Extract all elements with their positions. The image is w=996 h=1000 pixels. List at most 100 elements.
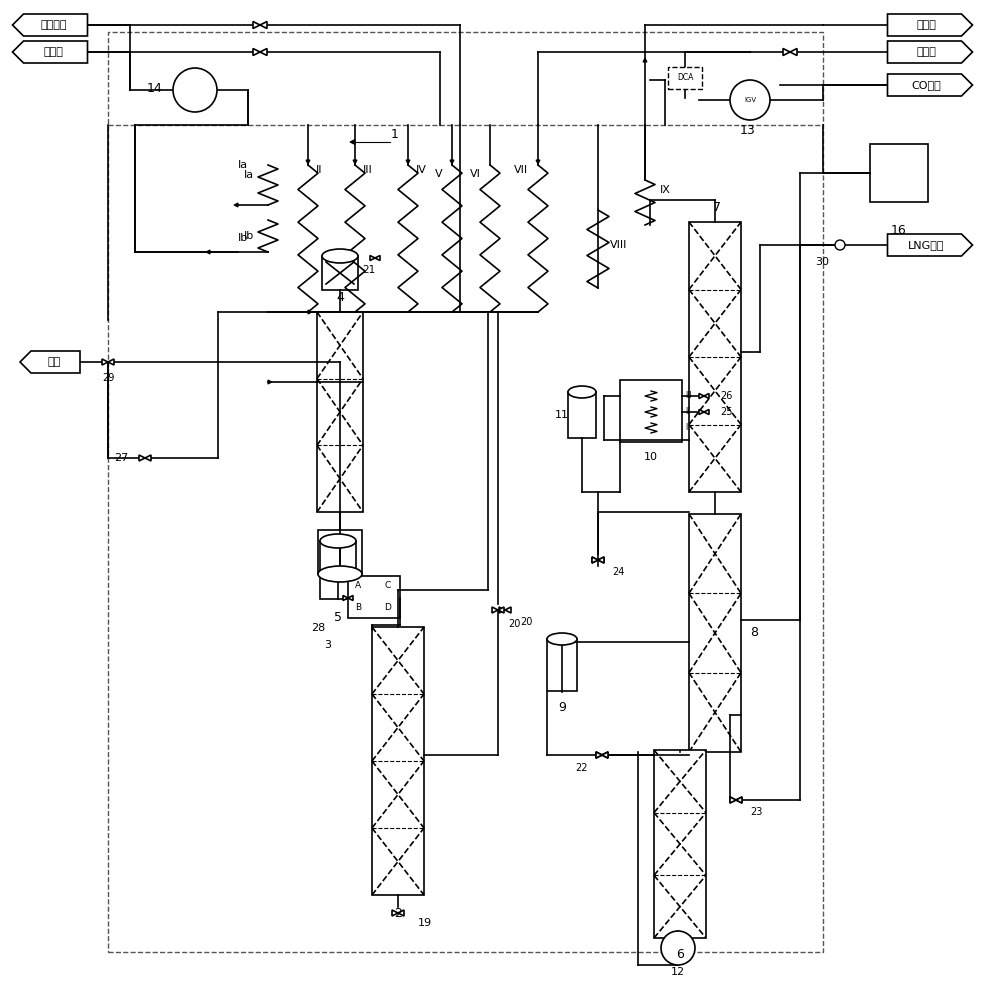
Text: C: C — [384, 582, 391, 590]
Bar — [318, 530, 362, 574]
Text: B: B — [355, 603, 362, 612]
Text: 氢气产品: 氢气产品 — [41, 20, 67, 30]
Polygon shape — [505, 607, 511, 613]
Circle shape — [835, 240, 845, 250]
Text: 30: 30 — [815, 257, 829, 267]
Polygon shape — [699, 410, 704, 414]
Text: II: II — [685, 408, 689, 416]
Polygon shape — [253, 21, 260, 28]
Polygon shape — [499, 607, 505, 613]
Polygon shape — [268, 380, 272, 384]
Text: 25: 25 — [720, 407, 732, 417]
Bar — [654, 750, 706, 938]
Text: IGV: IGV — [744, 97, 756, 103]
Text: V: V — [435, 169, 443, 179]
Polygon shape — [736, 797, 742, 803]
Text: Ib: Ib — [238, 233, 248, 243]
Bar — [317, 312, 363, 512]
Polygon shape — [887, 14, 972, 36]
Text: 22: 22 — [576, 763, 588, 773]
Polygon shape — [704, 393, 709, 398]
Polygon shape — [20, 351, 80, 373]
Ellipse shape — [568, 386, 596, 398]
Text: 21: 21 — [362, 265, 375, 275]
Polygon shape — [398, 910, 404, 916]
Text: 5: 5 — [334, 611, 342, 624]
Polygon shape — [234, 203, 238, 207]
Text: 12: 12 — [671, 967, 685, 977]
Text: 9: 9 — [558, 701, 566, 714]
Text: 闪蒸气: 闪蒸气 — [44, 47, 64, 57]
Polygon shape — [308, 310, 312, 314]
Ellipse shape — [547, 633, 577, 645]
Text: IX: IX — [660, 185, 671, 195]
Polygon shape — [139, 455, 145, 461]
Polygon shape — [253, 48, 260, 55]
Polygon shape — [790, 48, 797, 55]
Text: 20: 20 — [508, 619, 520, 629]
Bar — [108, 32, 823, 952]
Bar — [668, 67, 702, 89]
Ellipse shape — [318, 566, 362, 582]
Text: LNG产品: LNG产品 — [908, 240, 944, 250]
Polygon shape — [887, 234, 972, 256]
Polygon shape — [108, 359, 114, 365]
Text: 6: 6 — [676, 948, 684, 961]
Text: 23: 23 — [750, 807, 762, 817]
Text: 27: 27 — [114, 453, 128, 463]
Text: II: II — [316, 165, 323, 175]
Bar — [689, 222, 741, 492]
Polygon shape — [602, 752, 608, 758]
Polygon shape — [730, 797, 736, 803]
Bar — [348, 576, 400, 618]
Text: 10: 10 — [644, 452, 658, 462]
Polygon shape — [596, 752, 602, 758]
Text: 2: 2 — [394, 907, 402, 920]
Polygon shape — [602, 752, 608, 758]
Polygon shape — [13, 41, 88, 63]
Text: IV: IV — [416, 165, 427, 175]
Polygon shape — [343, 595, 348, 600]
Polygon shape — [602, 752, 608, 758]
Polygon shape — [206, 250, 210, 254]
Bar — [620, 380, 682, 442]
Polygon shape — [492, 607, 498, 613]
Text: 29: 29 — [102, 373, 115, 383]
Text: VIII: VIII — [610, 240, 627, 250]
Polygon shape — [643, 58, 647, 62]
Polygon shape — [783, 48, 790, 55]
Text: 13: 13 — [740, 123, 756, 136]
Text: 16: 16 — [891, 224, 907, 236]
Polygon shape — [450, 160, 454, 164]
Polygon shape — [592, 557, 598, 563]
Ellipse shape — [322, 249, 358, 263]
Text: Ib: Ib — [244, 231, 254, 241]
Text: DCA: DCA — [677, 74, 693, 83]
Bar — [568, 392, 596, 438]
Text: 8: 8 — [750, 626, 758, 640]
Polygon shape — [736, 797, 742, 803]
Circle shape — [173, 68, 217, 112]
Polygon shape — [406, 160, 410, 164]
Text: 28: 28 — [311, 623, 325, 633]
Text: VII: VII — [514, 165, 528, 175]
Polygon shape — [598, 557, 604, 563]
Text: D: D — [384, 603, 391, 612]
Polygon shape — [13, 14, 88, 36]
Polygon shape — [887, 41, 972, 63]
Text: III: III — [363, 165, 373, 175]
Text: 净化气: 净化气 — [916, 20, 936, 30]
Text: III: III — [685, 391, 692, 400]
Polygon shape — [498, 607, 504, 613]
Text: 11: 11 — [555, 410, 569, 420]
Text: CO产品: CO产品 — [911, 80, 941, 90]
Bar — [320, 541, 356, 599]
Polygon shape — [592, 557, 598, 563]
Text: Ia: Ia — [244, 170, 254, 180]
Polygon shape — [730, 797, 736, 803]
Polygon shape — [370, 255, 375, 260]
Text: 14: 14 — [147, 82, 163, 95]
Polygon shape — [392, 910, 398, 916]
Polygon shape — [260, 48, 267, 55]
Text: Ia: Ia — [238, 160, 248, 170]
